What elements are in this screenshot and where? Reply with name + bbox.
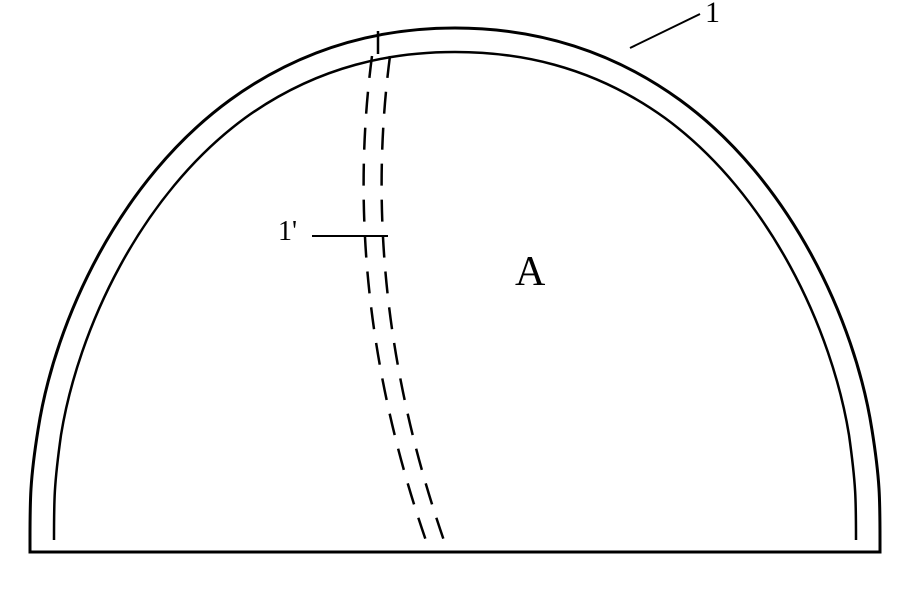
- label-1: 1: [705, 0, 720, 30]
- dashed-rib-left: [364, 56, 430, 552]
- diagram-svg: [0, 0, 914, 588]
- technical-diagram: 1 1' A: [0, 0, 914, 588]
- label-A: A: [515, 248, 545, 296]
- label-1-prime: 1': [278, 216, 297, 248]
- leader-line-1: [630, 14, 700, 48]
- dashed-rib-right: [382, 56, 448, 552]
- outer-arch-outer-line: [30, 28, 880, 552]
- outer-arch-inner-line: [54, 52, 856, 540]
